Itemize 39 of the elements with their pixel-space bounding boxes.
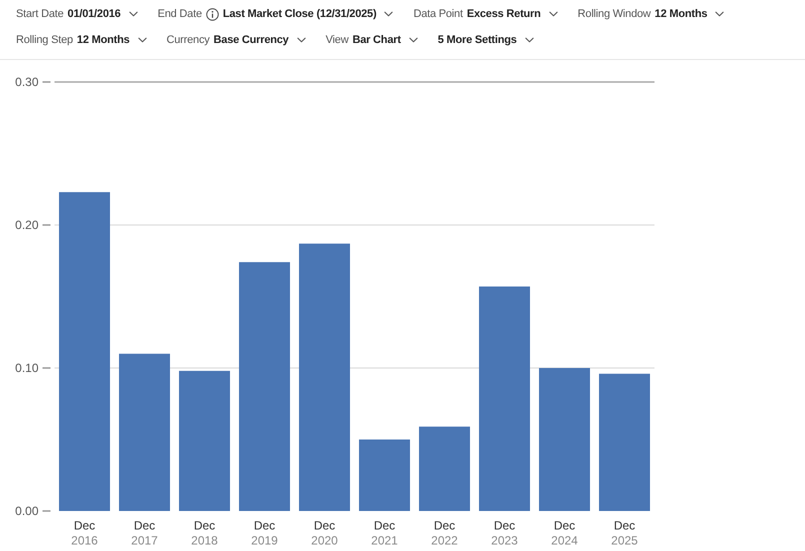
- x-tick-label: Dec 2023: [491, 518, 518, 548]
- x-tick-label: Dec 2016: [71, 518, 98, 548]
- text: Start Date: [16, 8, 64, 20]
- bar: [59, 192, 110, 511]
- text: Rolling Window: [578, 8, 651, 20]
- bar: [179, 370, 230, 511]
- bar: [479, 286, 530, 511]
- x-tick-label: Dec 2017: [131, 518, 158, 548]
- text: Bar Chart: [352, 34, 401, 46]
- text: 5 More Settings: [438, 34, 517, 46]
- x-tick-label: Dec 2025: [611, 518, 638, 548]
- text: 01/01/2016: [68, 8, 121, 20]
- x-tick-label: Dec 2022: [431, 518, 458, 548]
- text: 12 Months: [76, 34, 130, 46]
- bar: [419, 426, 470, 511]
- y-tick-label: 0.10: [15, 361, 39, 375]
- text: Data Point: [413, 8, 463, 20]
- x-tick-label: Dec 2019: [251, 518, 278, 548]
- text: Last Market Close (12/31/2025): [222, 8, 376, 20]
- bar: [599, 374, 650, 511]
- y-tick-label: 0.20: [15, 218, 39, 232]
- text: End Date: [158, 8, 202, 20]
- text: Currency: [166, 34, 210, 46]
- bar: [119, 354, 170, 511]
- y-tick-label: 0.00: [15, 504, 39, 518]
- text: Rolling Step: [16, 34, 73, 46]
- x-tick-label: Dec 2020: [311, 518, 338, 548]
- y-tick-label: 0.30: [15, 75, 39, 89]
- text: Base Currency: [214, 34, 289, 46]
- x-tick-label: Dec 2018: [191, 518, 218, 548]
- text: View: [326, 34, 348, 46]
- bar: [539, 368, 590, 511]
- x-tick-label: Dec 2021: [371, 518, 398, 548]
- bar: [239, 262, 290, 511]
- x-tick-label: Dec 2024: [551, 518, 578, 548]
- bar: [359, 440, 410, 511]
- text: 12 Months: [654, 8, 708, 20]
- bar: [299, 244, 350, 511]
- text: Excess Return: [466, 8, 541, 20]
